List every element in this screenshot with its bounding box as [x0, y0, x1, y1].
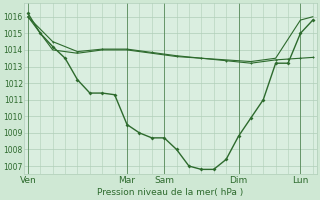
- X-axis label: Pression niveau de la mer( hPa ): Pression niveau de la mer( hPa ): [97, 188, 244, 197]
